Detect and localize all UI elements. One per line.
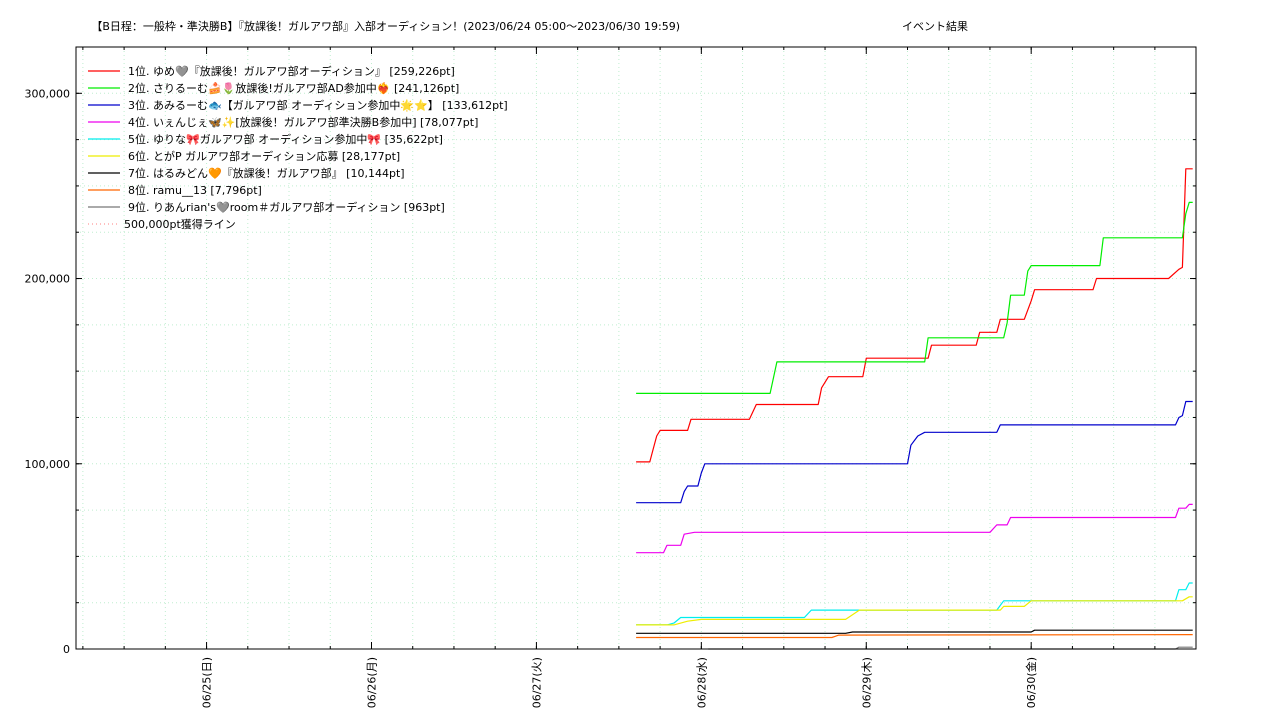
legend-label-9: 9位. りあんrian's🩶room＃ガルアワ部オーディション [963pt] [128, 200, 445, 214]
legend-label-8: 8位. ramu__13 [7,796pt] [128, 183, 262, 197]
x-tick-label: 06/26(月) [365, 657, 378, 708]
legend-label-5: 5位. ゆりな🎀ガルアワ部 オーディション参加中🎀 [35,622pt] [128, 132, 443, 146]
plot-area-frame [75, 46, 1197, 650]
legend-label-4: 4位. いぇんじぇ🦋✨[放課後！ガルアワ部準決勝B参加中] [78,077pt] [128, 115, 478, 129]
x-tick-label: 06/25(日) [201, 657, 214, 708]
x-tick-label: 06/27(火) [530, 657, 543, 708]
legend: 1位. ゆめ🩶『放課後！ガルアワ部オーディション』 [259,226pt] 2位.… [88, 64, 508, 231]
legend-label-1: 1位. ゆめ🩶『放課後！ガルアワ部オーディション』 [259,226pt] [128, 64, 455, 78]
series-lines [636, 168, 1193, 650]
series-line-1 [636, 168, 1193, 463]
y-tick-label: 300,000 [25, 87, 71, 100]
legend-label-3: 3位. あみるーむ🐟【ガルアワ部 オーディション参加中🌟⭐️】 [133,612… [128, 98, 508, 112]
chart-title: 【B日程：一般枠・準決勝B】『放課後！ガルアワ部』入部オーディション！(2023… [91, 19, 680, 33]
x-tick-label: 06/29(木) [860, 657, 873, 708]
legend-label-6: 6位. とがP ガルアワ部オーディション応募 [28,177pt] [128, 149, 400, 163]
chart-subtitle: イベント結果 [902, 19, 968, 33]
axes: 0 100,000 200,000 300,000 06/25(日) 06/26(月) 06… [25, 47, 1196, 708]
legend-label-reference: 500,000pt獲得ライン [124, 218, 236, 231]
legend-label-2: 2位. さりるーむ🍰🌷放課後!ガルアワ部AD参加中❤️‍🔥 [241,126pt… [128, 81, 459, 95]
series-line-7 [636, 629, 1193, 634]
series-line-2 [636, 201, 1193, 394]
y-tick-label: 100,000 [25, 458, 71, 471]
y-tick-label: 0 [63, 643, 70, 656]
legend-label-7: 7位. はるみどん🧡『放課後！ガルアワ部』 [10,144pt] [128, 166, 405, 180]
series-line-6 [636, 596, 1193, 626]
y-tick-label: 200,000 [25, 273, 71, 286]
x-tick-label: 06/28(水) [695, 657, 708, 708]
series-line-4 [636, 503, 1193, 554]
x-tick-label: 06/30(金) [1024, 657, 1038, 708]
series-line-3 [636, 400, 1193, 504]
grid [76, 47, 1196, 649]
series-line-8 [636, 633, 1193, 639]
